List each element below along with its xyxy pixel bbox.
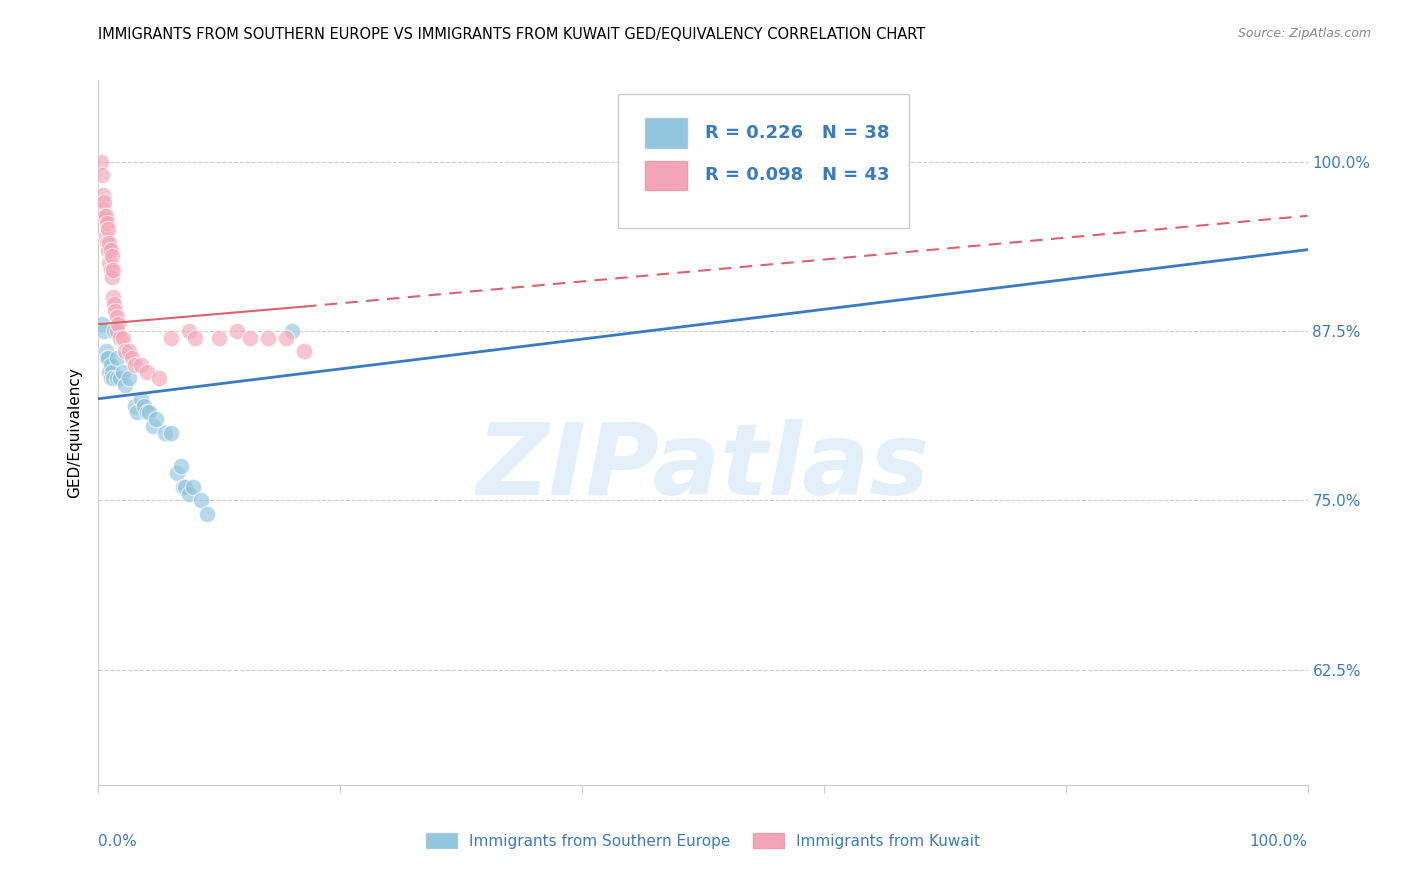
Point	[179, 324, 201, 338]
Point	[100, 269, 122, 284]
Point	[91, 168, 114, 182]
Point	[239, 331, 262, 345]
Point	[114, 378, 136, 392]
Text: 100.0%: 100.0%	[1250, 834, 1308, 849]
Point	[91, 202, 114, 216]
Point	[94, 229, 117, 244]
FancyBboxPatch shape	[645, 161, 688, 190]
Point	[274, 331, 297, 345]
Point	[97, 351, 120, 365]
Point	[93, 195, 115, 210]
Point	[837, 209, 859, 223]
Point	[90, 154, 112, 169]
Point	[111, 365, 134, 379]
Point	[281, 324, 304, 338]
Point	[93, 324, 115, 338]
Point	[100, 250, 122, 264]
Point	[153, 425, 176, 440]
Point	[100, 358, 122, 372]
Point	[101, 263, 124, 277]
Point	[129, 358, 152, 372]
Point	[100, 263, 122, 277]
Point	[160, 331, 183, 345]
Point	[93, 209, 115, 223]
Point	[118, 371, 141, 385]
Point	[100, 371, 122, 385]
Point	[174, 480, 197, 494]
Point	[124, 399, 146, 413]
Point	[111, 331, 134, 345]
Point	[114, 344, 136, 359]
Point	[96, 235, 118, 250]
Point	[169, 459, 191, 474]
Point	[98, 235, 121, 250]
Point	[148, 371, 170, 385]
Point	[107, 317, 129, 331]
Point	[124, 358, 146, 372]
Text: R = 0.098   N = 43: R = 0.098 N = 43	[706, 167, 890, 185]
Point	[127, 405, 149, 419]
Point	[184, 331, 207, 345]
Point	[98, 365, 121, 379]
Point	[101, 290, 124, 304]
Point	[172, 480, 194, 494]
Point	[129, 392, 152, 406]
Point	[104, 303, 127, 318]
Point	[96, 351, 118, 365]
Text: Source: ZipAtlas.com: Source: ZipAtlas.com	[1237, 27, 1371, 40]
Point	[94, 344, 117, 359]
FancyBboxPatch shape	[645, 119, 688, 148]
Point	[208, 331, 231, 345]
Point	[94, 209, 117, 223]
Point	[97, 222, 120, 236]
FancyBboxPatch shape	[619, 95, 908, 228]
Point	[105, 310, 128, 325]
Text: IMMIGRANTS FROM SOUTHERN EUROPE VS IMMIGRANTS FROM KUWAIT GED/EQUIVALENCY CORREL: IMMIGRANTS FROM SOUTHERN EUROPE VS IMMIG…	[98, 27, 925, 42]
Point	[105, 324, 128, 338]
Point	[195, 507, 218, 521]
Point	[108, 371, 131, 385]
Point	[96, 216, 118, 230]
Point	[190, 493, 212, 508]
Point	[134, 399, 156, 413]
Point	[121, 351, 143, 365]
Point	[135, 365, 157, 379]
Point	[100, 243, 122, 257]
Point	[97, 243, 120, 257]
Point	[142, 418, 165, 433]
Point	[98, 256, 121, 270]
Point	[166, 467, 188, 481]
Point	[160, 425, 183, 440]
Point	[118, 344, 141, 359]
Text: ZIPatlas: ZIPatlas	[477, 419, 929, 516]
Text: 0.0%: 0.0%	[98, 834, 138, 849]
Point	[105, 371, 128, 385]
Point	[103, 297, 125, 311]
Text: R = 0.226   N = 38: R = 0.226 N = 38	[706, 124, 890, 142]
Point	[179, 486, 201, 500]
Point	[105, 351, 128, 365]
Point	[181, 480, 204, 494]
Y-axis label: GED/Equivalency: GED/Equivalency	[67, 368, 83, 498]
Point	[100, 365, 122, 379]
Point	[135, 405, 157, 419]
Point	[145, 412, 167, 426]
Point	[91, 317, 114, 331]
Point	[103, 324, 125, 338]
Point	[292, 344, 315, 359]
Point	[138, 405, 160, 419]
Point	[91, 188, 114, 202]
Legend: Immigrants from Southern Europe, Immigrants from Kuwait: Immigrants from Southern Europe, Immigra…	[420, 827, 986, 855]
Point	[226, 324, 249, 338]
Point	[256, 331, 278, 345]
Point	[108, 331, 131, 345]
Point	[101, 371, 124, 385]
